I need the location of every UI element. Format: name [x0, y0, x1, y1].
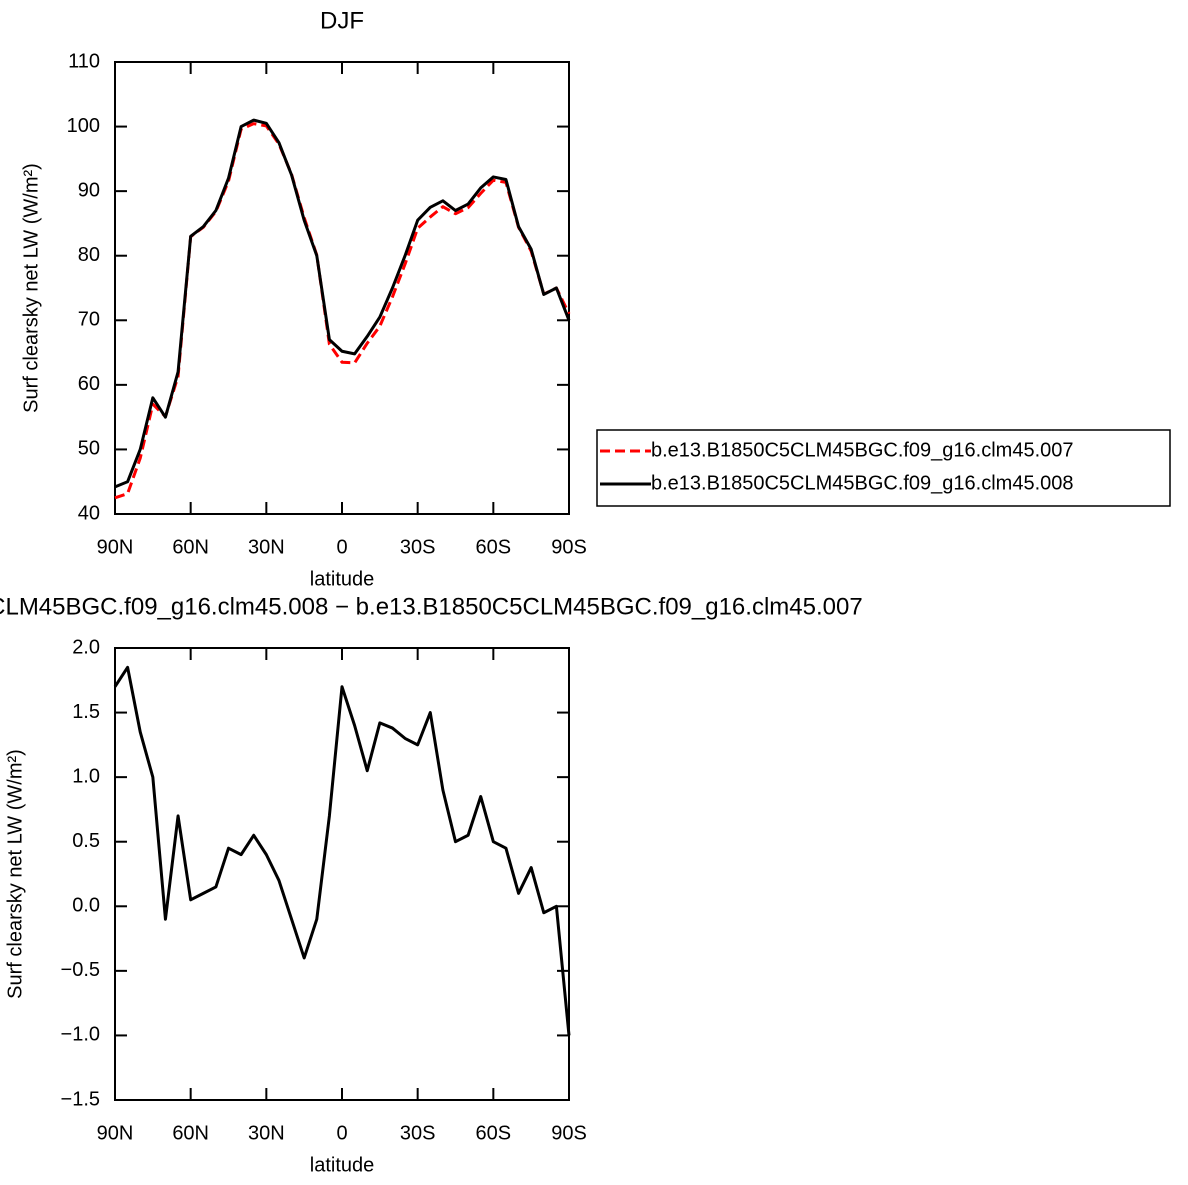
x-tick-label: 0: [336, 1122, 347, 1144]
y-tick-label: −0.5: [61, 959, 100, 981]
x-tick-label: 90S: [551, 536, 587, 558]
x-tick-label: 60S: [476, 536, 512, 558]
plot-frame: [114, 647, 570, 1101]
series-line: [113, 665, 571, 1036]
legend-label: b.e13.B1850C5CLM45BGC.f09_g16.clm45.008: [651, 472, 1074, 494]
y-tick-label: 0.5: [72, 830, 100, 852]
y-tick-label: 70: [78, 309, 100, 331]
legend-label: b.e13.B1850C5CLM45BGC.f09_g16.clm45.007: [651, 439, 1074, 461]
plot-frame: [114, 61, 570, 515]
x-tick-label: 30N: [248, 1122, 285, 1144]
y-tick-label: 1.0: [72, 765, 100, 787]
y-tick-label: 60: [78, 373, 100, 395]
x-tick-label: 60N: [172, 536, 209, 558]
x-tick-label: 90N: [97, 536, 134, 558]
legend-box: [596, 429, 1171, 507]
x-tick-label: 90S: [551, 1122, 587, 1144]
x-axis-label: latitude: [310, 1154, 375, 1176]
y-tick-label: 90: [78, 179, 100, 201]
x-tick-label: 60S: [476, 1122, 512, 1144]
chart-title: DJF: [320, 7, 364, 34]
y-tick-label: 40: [78, 502, 100, 524]
series-line: [114, 118, 571, 489]
y-tick-label: 80: [78, 244, 100, 266]
x-tick-label: 30S: [400, 1122, 436, 1144]
x-tick-label: 60N: [172, 1122, 209, 1144]
y-axis-label: Surf clearsky net LW (W/m²): [20, 163, 42, 413]
y-tick-label: 2.0: [72, 636, 100, 658]
y-tick-label: 100: [67, 115, 100, 137]
chart-title: b.e13.B1850C5CLM45BGC.f09_g16.clm45.008 …: [0, 593, 863, 620]
y-tick-label: 0.0: [72, 895, 100, 917]
y-tick-label: 110: [68, 50, 100, 72]
x-tick-label: 0: [336, 536, 347, 558]
y-tick-label: −1.5: [61, 1088, 100, 1110]
x-tick-label: 90N: [97, 1122, 134, 1144]
y-axis-label: Surf clearsky net LW (W/m²): [4, 749, 26, 999]
x-tick-label: 30S: [400, 536, 436, 558]
x-tick-label: 30N: [248, 536, 285, 558]
y-tick-label: −1.0: [61, 1024, 100, 1046]
y-tick-label: 50: [78, 438, 100, 460]
x-axis-label: latitude: [310, 568, 375, 590]
y-tick-label: 1.5: [72, 701, 100, 723]
